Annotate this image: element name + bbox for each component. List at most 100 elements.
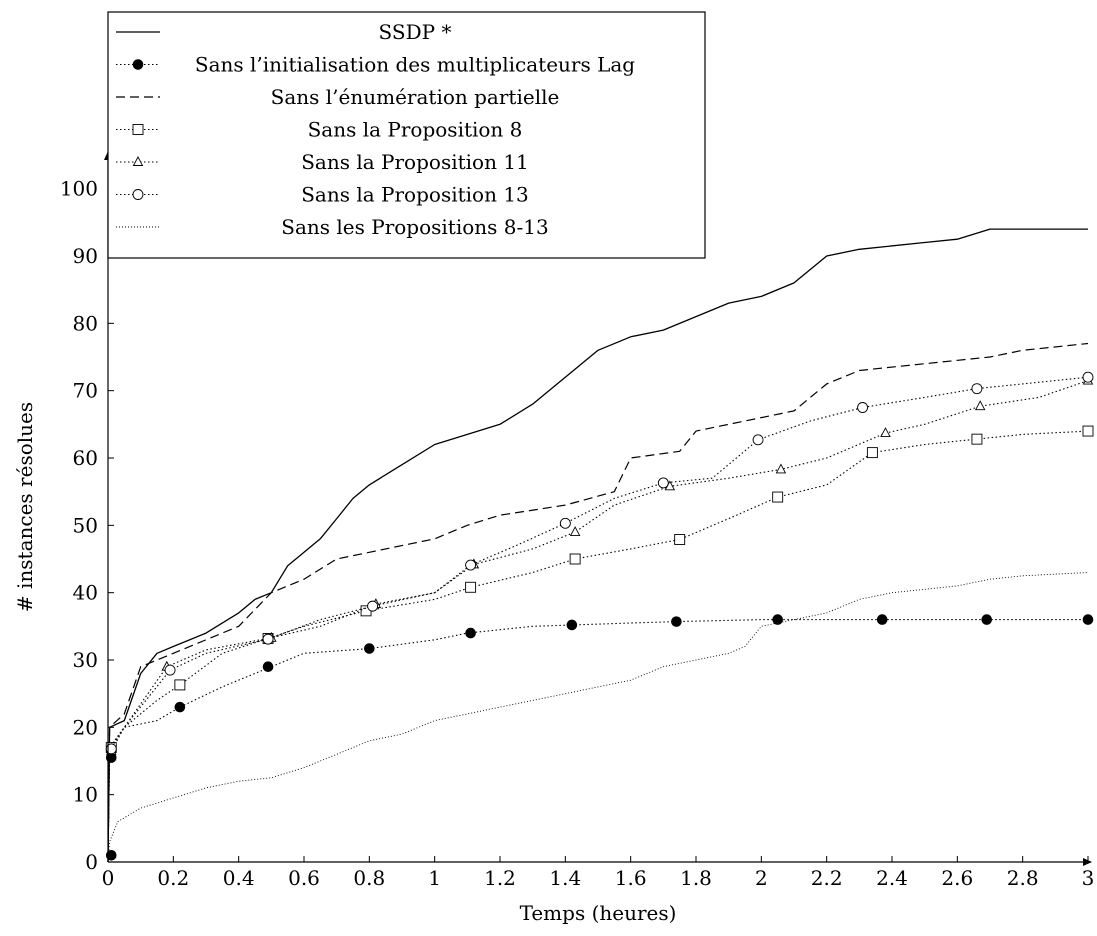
legend-marker xyxy=(132,189,144,200)
series-line xyxy=(107,342,1089,863)
x-tick-label: 0.2 xyxy=(157,866,189,890)
x-tick-label: 0.8 xyxy=(353,866,385,890)
series-point xyxy=(465,559,477,571)
series-point xyxy=(772,491,784,503)
series-point xyxy=(367,600,379,612)
legend-label: Sans l’énumération partielle xyxy=(271,85,560,109)
series-point xyxy=(569,526,581,537)
x-tick-label: 1.4 xyxy=(549,866,581,890)
series-point xyxy=(262,633,274,645)
series-point xyxy=(1082,371,1094,383)
series-point xyxy=(775,463,787,474)
series-line xyxy=(107,572,1089,863)
x-tick-label: 0.6 xyxy=(288,866,320,890)
y-tick-label: 70 xyxy=(73,379,98,403)
x-tick-label: 1 xyxy=(428,866,441,890)
x-axis-title: Temps (heures) xyxy=(520,901,677,925)
y-axis-title: # instances résolues xyxy=(13,402,37,612)
series-point xyxy=(164,664,176,676)
legend-item: Sans la Proposition 11 xyxy=(116,150,529,174)
series-point xyxy=(262,661,274,673)
x-tick-label: 0.4 xyxy=(223,866,255,890)
series-point xyxy=(1082,614,1094,625)
series-point xyxy=(981,614,993,625)
series-point xyxy=(465,627,476,639)
legend-item: Sans l’initialisation des multiplicateur… xyxy=(116,53,635,77)
series-6 xyxy=(105,371,1094,863)
legend-item: Sans les Propositions 8-13 xyxy=(116,215,549,239)
ticks: 0 0.2 0.4 0.6 0.8 1 1.2 1.4 1.6 1.8 2 2.2 2.4 2.6 2.8 3… xyxy=(60,177,1095,890)
series-7 xyxy=(107,572,1089,863)
x-tick-label: 2 xyxy=(755,866,768,890)
series-3 xyxy=(107,342,1089,863)
series-point xyxy=(657,477,669,489)
y-tick-label: 10 xyxy=(73,783,98,807)
series-point xyxy=(866,447,878,459)
series-line xyxy=(107,228,1088,863)
legend-item: Sans la Proposition 8 xyxy=(116,118,522,142)
series-point xyxy=(105,743,117,755)
x-tick-label: 2.8 xyxy=(1007,866,1039,890)
legend-marker xyxy=(132,124,144,135)
series-point xyxy=(569,553,581,565)
x-tick-label: 2.6 xyxy=(941,866,973,890)
x-tick-label: 0 xyxy=(102,866,115,890)
series-point xyxy=(465,581,477,593)
legend-label: Sans l’initialisation des multiplicateur… xyxy=(195,53,635,77)
y-tick-label: 30 xyxy=(73,648,98,672)
legend-marker xyxy=(132,156,144,166)
legend-box xyxy=(107,11,706,259)
y-tick-label: 90 xyxy=(73,244,98,268)
legend-label: Sans les Propositions 8-13 xyxy=(281,215,548,239)
y-tick-label: 100 xyxy=(60,177,98,201)
x-tick-label: 1.2 xyxy=(484,866,516,890)
series-point xyxy=(880,427,891,438)
plot-area xyxy=(105,228,1094,863)
legend-label: SSDP * xyxy=(379,20,452,44)
legend-label: Sans la Proposition 13 xyxy=(301,183,529,207)
series-point xyxy=(671,616,682,627)
series-point xyxy=(674,534,686,545)
y-tick-label: 20 xyxy=(73,715,98,739)
series-point xyxy=(876,614,888,625)
series-2 xyxy=(105,614,1094,861)
series-4 xyxy=(105,425,1094,863)
series-point xyxy=(857,402,869,413)
series-point xyxy=(772,614,783,625)
x-tick-label: 1.6 xyxy=(615,866,647,890)
y-tick-label: 50 xyxy=(73,513,98,537)
series-point xyxy=(974,400,986,411)
x-tick-label: 2.2 xyxy=(811,866,843,890)
series-point xyxy=(559,517,571,529)
series-point xyxy=(566,619,578,631)
legend-item: SSDP * xyxy=(116,20,451,44)
series-point xyxy=(971,383,983,395)
series-line xyxy=(107,430,1089,863)
legend-item: Sans l’énumération partielle xyxy=(116,85,559,109)
legend-label: Sans la Proposition 8 xyxy=(308,118,523,142)
series-point xyxy=(364,643,375,654)
y-tick-label: 40 xyxy=(73,581,98,605)
x-tick-label: 3 xyxy=(1082,866,1095,890)
series-5 xyxy=(106,374,1094,863)
legend-marker xyxy=(132,59,144,70)
x-tick-label: 2.4 xyxy=(876,866,908,890)
legend-label: Sans la Proposition 11 xyxy=(301,150,529,174)
y-tick-label: 60 xyxy=(73,446,98,470)
series-line xyxy=(107,376,1089,863)
y-tick-label: 80 xyxy=(73,311,98,335)
legend-item: Sans la Proposition 13 xyxy=(116,183,529,207)
series-point xyxy=(1082,425,1094,437)
series-point xyxy=(971,433,983,445)
series-point xyxy=(174,701,186,713)
series-point xyxy=(174,679,186,691)
legend: SSDP * Sans l’initialisation des multipli… xyxy=(107,11,706,259)
series-line xyxy=(107,619,1088,856)
axes xyxy=(104,151,1092,866)
series-point xyxy=(752,434,764,446)
y-tick-label: 0 xyxy=(85,850,98,874)
x-tick-label: 1.8 xyxy=(680,866,712,890)
series-line xyxy=(107,380,1089,863)
series-1 xyxy=(107,228,1088,863)
